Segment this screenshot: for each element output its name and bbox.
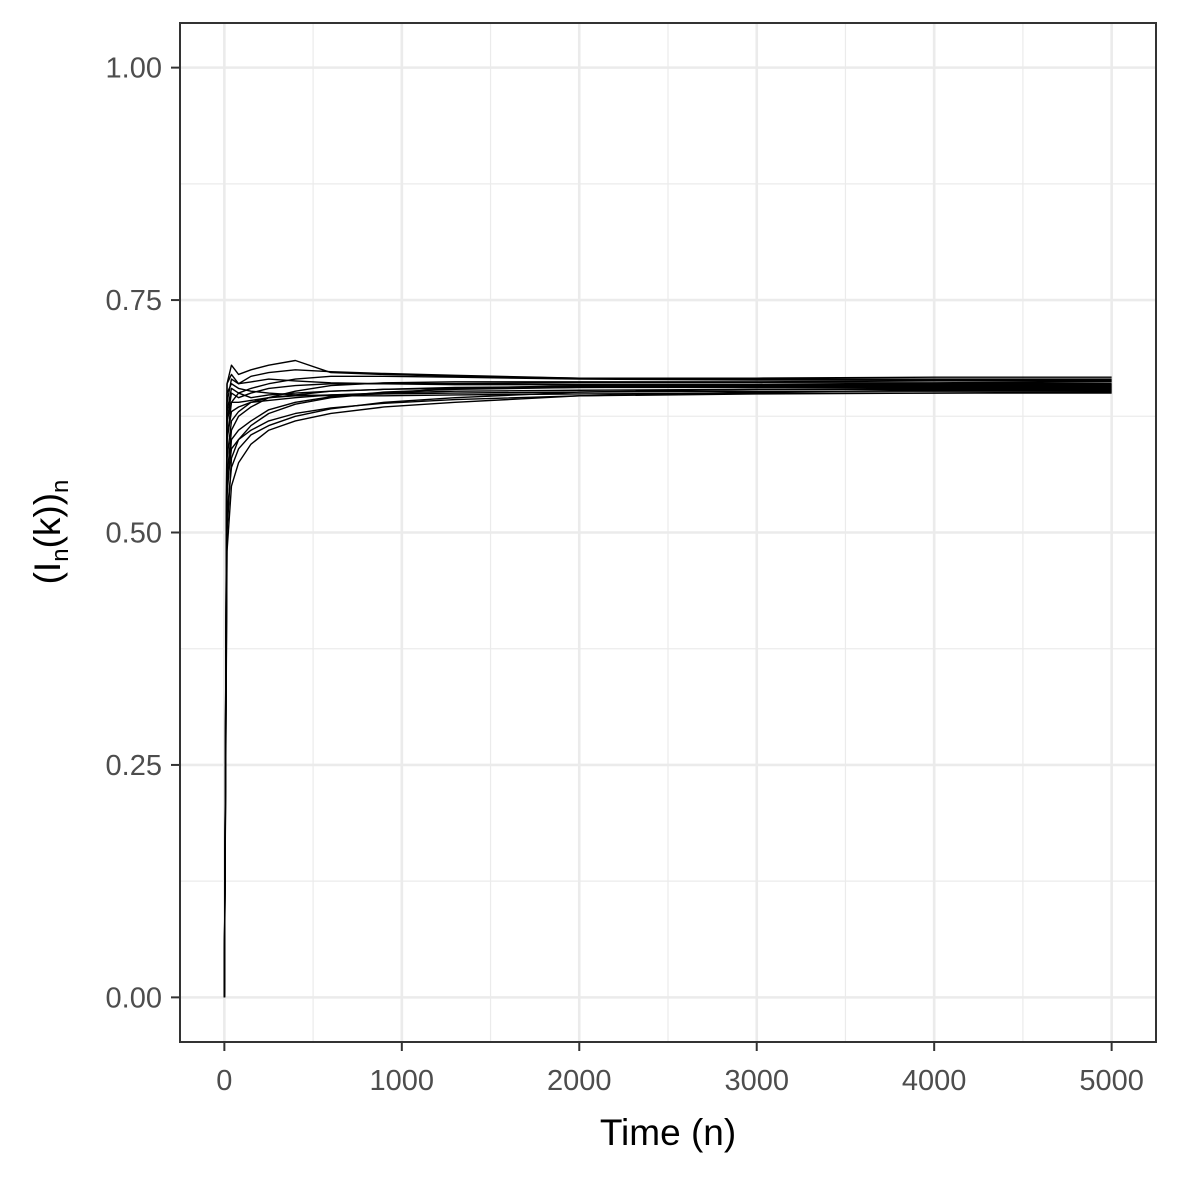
series-line-4 xyxy=(223,380,1112,998)
series-line-9 xyxy=(223,385,1112,998)
y-axis-title-mid: (k)) xyxy=(27,493,68,548)
x-tick-label: 0 xyxy=(216,1065,232,1097)
y-axis-title-sub2: n xyxy=(47,480,74,493)
x-tick-label: 3000 xyxy=(724,1065,789,1097)
x-axis: 0 1000 2000 3000 4000 5000 xyxy=(216,1042,1144,1097)
y-axis-title-sub1: n xyxy=(47,548,74,561)
y-tick-label: 0.75 xyxy=(106,285,162,317)
series-layer xyxy=(223,359,1112,998)
y-axis-title: (In(k))n xyxy=(27,480,74,585)
y-axis-title-open: (I xyxy=(27,562,68,585)
series-line-2 xyxy=(223,369,1112,998)
x-tick-label: 2000 xyxy=(547,1065,612,1097)
x-tick-label: 4000 xyxy=(902,1065,967,1097)
series-line-16 xyxy=(223,383,1112,998)
series-line-8 xyxy=(223,384,1112,998)
y-axis: 0.00 0.25 0.50 0.75 1.00 xyxy=(106,53,180,1014)
y-tick-label: 0.00 xyxy=(106,982,162,1014)
series-line-5 xyxy=(223,381,1112,998)
series-line-12 xyxy=(223,388,1112,998)
series-line-3 xyxy=(223,375,1112,998)
series-line-1 xyxy=(223,359,1112,998)
x-tick-label: 5000 xyxy=(1079,1065,1144,1097)
y-tick-label: 0.25 xyxy=(106,750,162,782)
x-tick-label: 1000 xyxy=(370,1065,435,1097)
x-axis-title: Time (n) xyxy=(600,1112,736,1153)
series-line-15 xyxy=(223,391,1112,998)
y-tick-label: 1.00 xyxy=(106,53,162,85)
series-line-10 xyxy=(223,386,1112,998)
y-tick-label: 0.50 xyxy=(106,518,162,550)
series-line-7 xyxy=(223,373,1112,998)
